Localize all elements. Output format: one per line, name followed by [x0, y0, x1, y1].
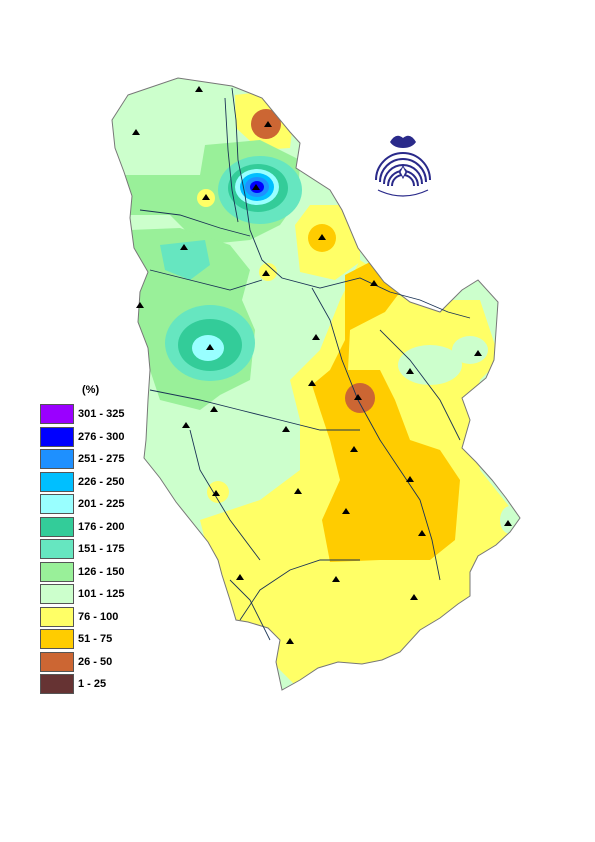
river-sava: [149, 269, 263, 291]
station-marker: [370, 280, 378, 286]
river-morava: [311, 287, 441, 581]
zone-101-125-south: [500, 506, 520, 534]
legend-label: 51 - 75: [78, 633, 113, 645]
station-marker: [354, 394, 362, 400]
river-ibar: [239, 559, 360, 621]
country-border: [111, 77, 521, 691]
zone-76-100-spot2: [207, 481, 229, 503]
legend-label: 251 - 275: [78, 453, 125, 465]
legend-label: 226 - 250: [78, 475, 125, 488]
legend-item: 276 - 300: [40, 426, 124, 448]
station-marker: [332, 576, 340, 582]
station-marker: [474, 350, 482, 356]
station-marker: [418, 530, 426, 536]
legend-swatch: [40, 674, 74, 694]
legend-title: (%): [82, 384, 100, 396]
station-marker: [406, 476, 414, 482]
river-south: [229, 579, 271, 641]
station-marker: [210, 406, 218, 412]
legend-item: 26 - 50: [40, 651, 112, 673]
institution-logo: [375, 135, 431, 197]
station-marker: [236, 574, 244, 580]
legend-label: 101 - 125: [78, 588, 125, 600]
legend-label: 151 - 175: [78, 543, 125, 555]
legend-item: 226 - 250: [40, 471, 124, 493]
station-marker: [132, 129, 140, 135]
station-marker: [212, 490, 220, 496]
legend-swatch: [40, 629, 74, 649]
legend-swatch: [40, 449, 74, 469]
station-marker: [264, 121, 272, 127]
river-danube-west: [139, 209, 251, 237]
zone-51-75: [312, 262, 460, 562]
zone-101-125-east2: [452, 336, 488, 364]
legend-label: 26 - 50: [78, 655, 113, 668]
river-zapadna-morava: [149, 389, 360, 431]
station-marker: [318, 234, 326, 240]
legend-swatch: [40, 426, 74, 447]
legend-item: 101 - 125: [40, 583, 124, 605]
station-marker: [180, 244, 188, 250]
station-marker: [308, 380, 316, 386]
legend-swatch: [40, 494, 74, 514]
station-marker: [262, 270, 270, 276]
legend-label: 1 - 25: [78, 678, 107, 690]
legend-swatch: [40, 584, 74, 604]
legend-item: 51 - 75: [40, 628, 112, 650]
station-marker: [350, 446, 358, 452]
legend-label: 176 - 200: [78, 520, 125, 533]
legend-swatch: [40, 404, 74, 424]
legend-swatch: [40, 606, 74, 627]
station-marker: [136, 302, 144, 308]
legend-item: 176 - 200: [40, 516, 124, 538]
legend-swatch: [40, 651, 74, 672]
river-timok: [379, 329, 461, 441]
rivers: [139, 87, 471, 641]
zone-76-100-spot3: [259, 263, 277, 281]
station-marker: [282, 426, 290, 432]
station-marker: [410, 594, 418, 600]
legend-item: 76 - 100: [40, 606, 118, 628]
legend-item: 251 - 275: [40, 448, 124, 470]
station-marker: [294, 488, 302, 494]
station-marker: [182, 422, 190, 428]
station-marker: [504, 520, 512, 526]
legend-item: 201 - 225: [40, 493, 124, 515]
legend-label: 201 - 225: [78, 498, 125, 510]
station-marker: [206, 344, 214, 350]
station-marker: [406, 368, 414, 374]
station-marker: [286, 638, 294, 644]
legend-label: 301 - 325: [78, 408, 125, 420]
station-marker: [342, 508, 350, 514]
isohyet-zones: [120, 92, 520, 690]
station-marker: [202, 194, 210, 200]
river-tisa: [224, 97, 239, 223]
legend-item: 301 - 325: [40, 403, 124, 425]
legend-label: 76 - 100: [78, 610, 119, 623]
legend-item: 1 - 25: [40, 673, 106, 695]
legend-item: 151 - 175: [40, 538, 124, 560]
river-danube: [231, 87, 471, 319]
legend-swatch: [40, 539, 74, 559]
legend-swatch: [40, 516, 74, 537]
stations: [132, 86, 512, 644]
legend-swatch: [40, 561, 74, 582]
legend-label: 276 - 300: [78, 430, 125, 443]
legend-swatch: [40, 471, 74, 492]
zone-151-175: [160, 240, 210, 280]
station-marker: [312, 334, 320, 340]
station-marker: [252, 184, 260, 190]
zone-101-125-east: [398, 345, 462, 385]
legend-item: 126 - 150: [40, 561, 124, 583]
station-marker: [195, 86, 203, 92]
legend-label: 126 - 150: [78, 565, 125, 578]
